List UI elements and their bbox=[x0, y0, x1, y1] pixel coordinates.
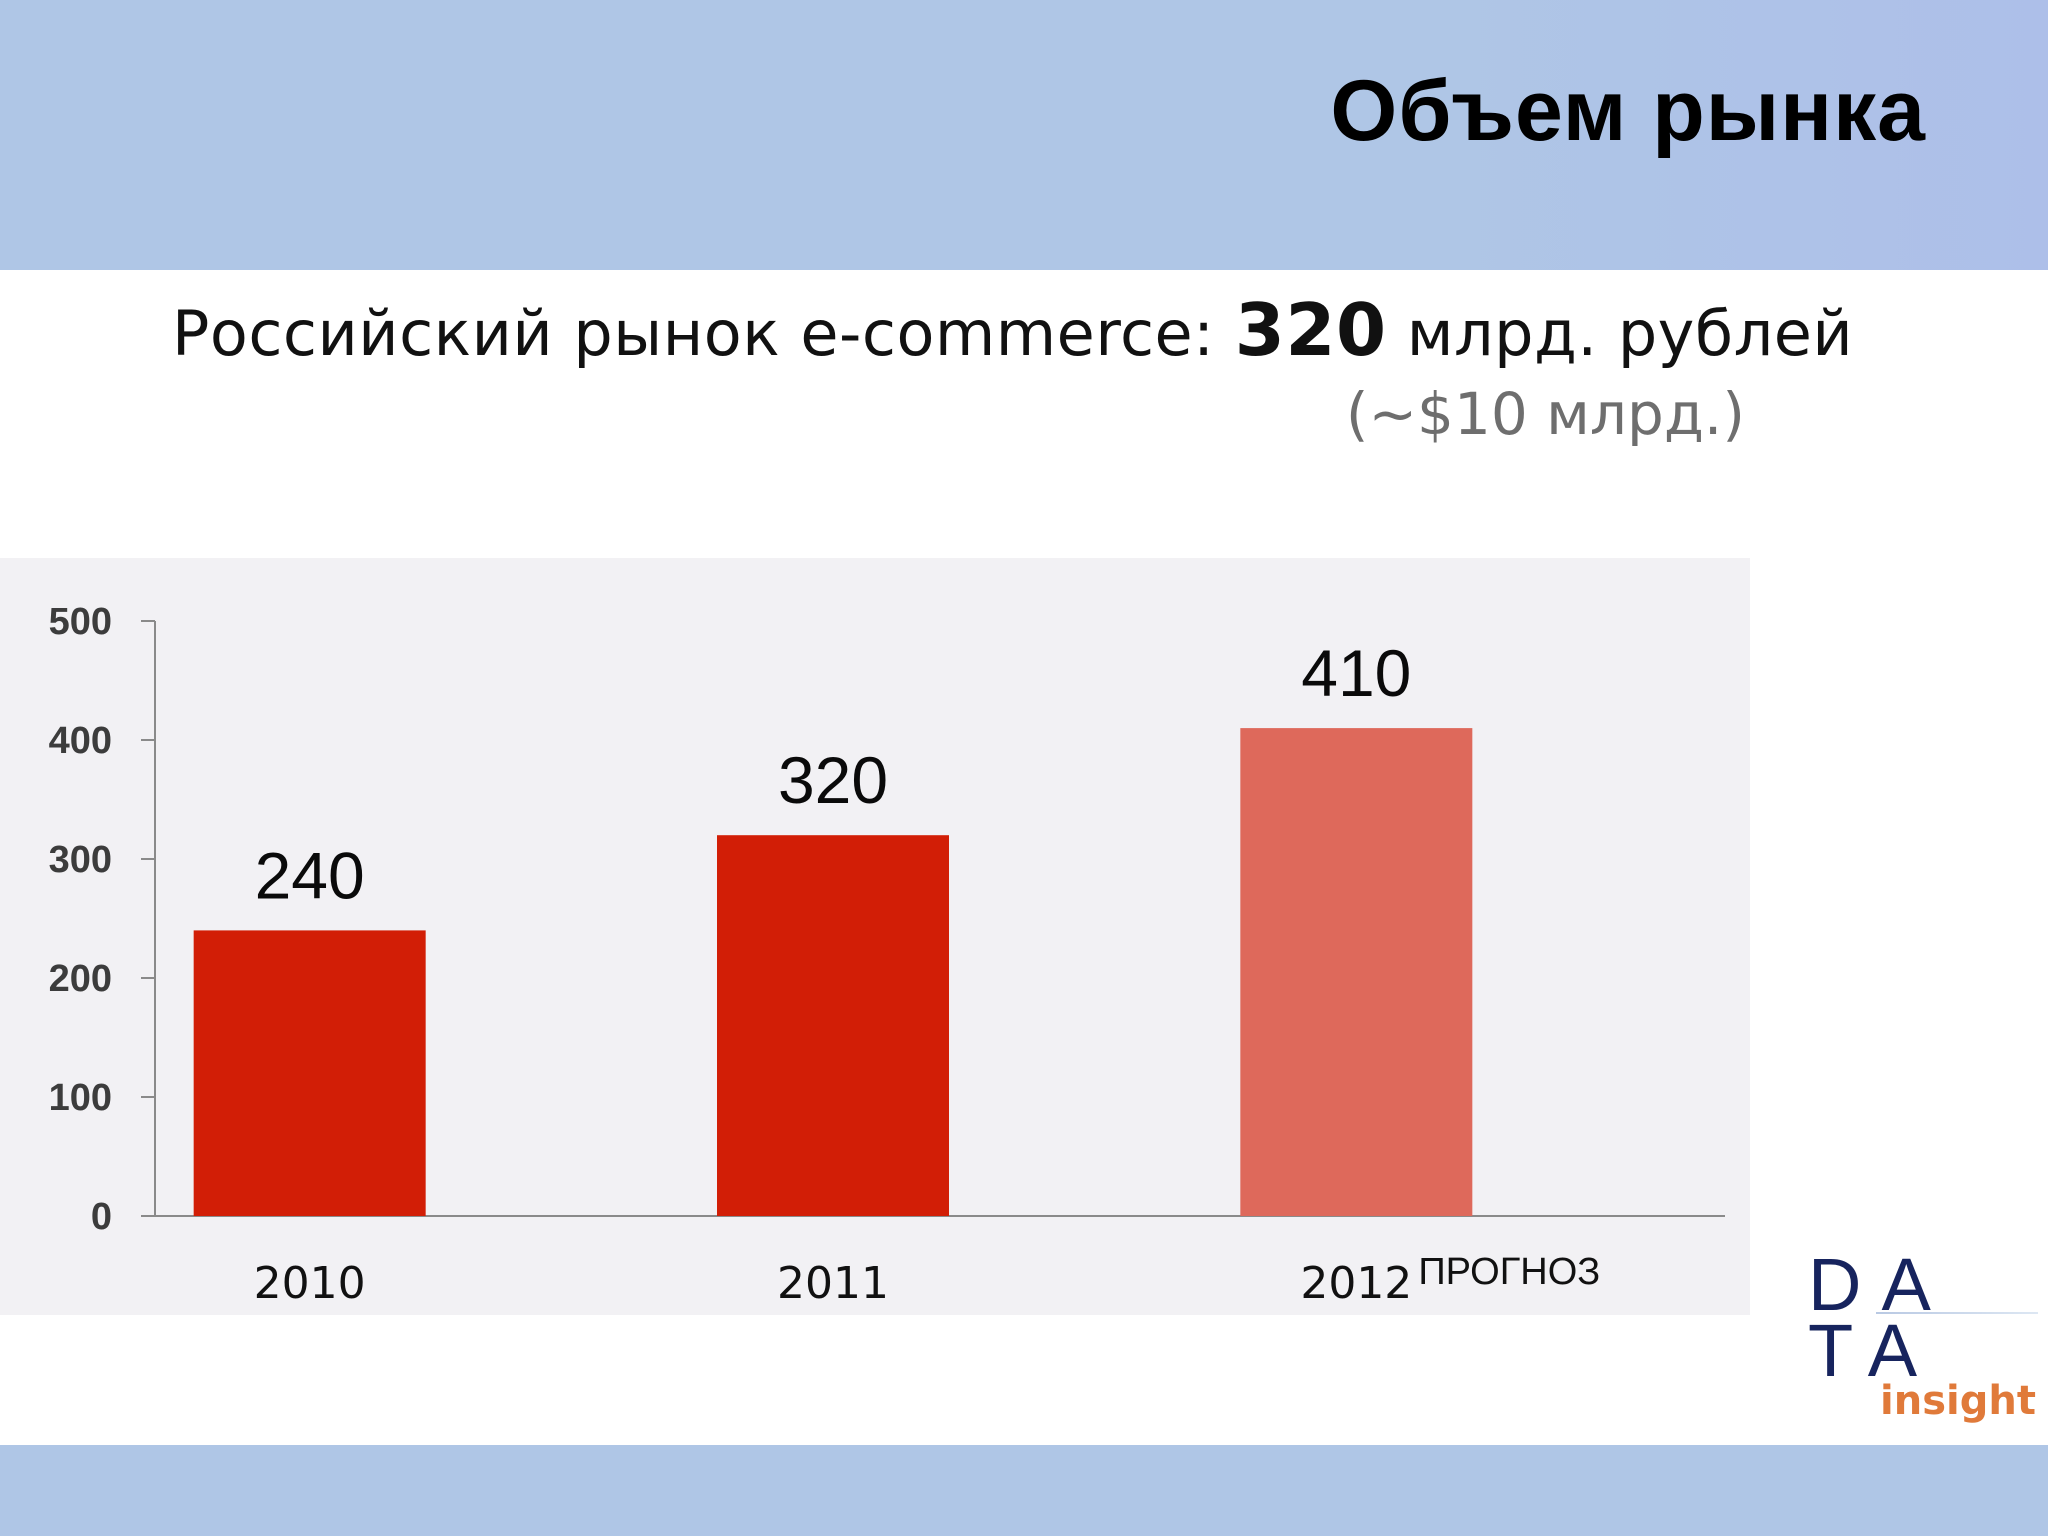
x-category-label-2010: 2010 bbox=[254, 1258, 366, 1309]
headline: Российский рынок e-commerce: 320 млрд. р… bbox=[172, 288, 1853, 372]
logo-tagline: insight bbox=[1880, 1378, 2036, 1424]
data-label-2012: 410 bbox=[1301, 636, 1411, 710]
header-band bbox=[0, 0, 2048, 270]
y-tick-label: 100 bbox=[49, 1077, 112, 1119]
headline-usd-note: (~$10 млрд.) bbox=[1345, 380, 1745, 448]
headline-prefix: Российский рынок e-commerce: bbox=[172, 297, 1235, 370]
x-category-label-2011: 2011 bbox=[777, 1258, 889, 1309]
y-tick-label: 300 bbox=[49, 839, 112, 881]
data-label-2010: 240 bbox=[255, 838, 365, 912]
forecast-note: ПРОГНОЗ bbox=[1418, 1251, 1600, 1293]
bar-chart: 0 100 200 300 400 500 240 2010 320 2011 410 2012 ПРО… bbox=[49, 601, 1725, 1309]
chart-panel: 0 100 200 300 400 500 240 2010 320 2011 410 2012 ПРО… bbox=[0, 558, 1750, 1315]
headline-suffix: млрд. рублей bbox=[1386, 297, 1854, 370]
slide-title: Объем рынка bbox=[1330, 63, 1926, 159]
data-insight-logo: DA TA insight bbox=[1804, 1248, 2044, 1428]
data-label-2011: 320 bbox=[778, 743, 888, 817]
y-tick-label: 500 bbox=[49, 601, 112, 643]
headline-value: 320 bbox=[1234, 288, 1387, 372]
footer-band bbox=[0, 1445, 2048, 1536]
logo-line-2: TA bbox=[1808, 1309, 1938, 1392]
logo-line-1: DA bbox=[1808, 1243, 1951, 1326]
bar-2012 bbox=[1240, 728, 1473, 1216]
y-tick-label: 400 bbox=[49, 720, 112, 762]
bar-2010 bbox=[193, 930, 426, 1216]
y-tick-label: 0 bbox=[91, 1196, 112, 1238]
y-tick-label: 200 bbox=[49, 958, 112, 1000]
bar-2011 bbox=[717, 835, 949, 1216]
x-category-label-2012: 2012 bbox=[1300, 1258, 1412, 1309]
logo-rule bbox=[1876, 1312, 2038, 1314]
